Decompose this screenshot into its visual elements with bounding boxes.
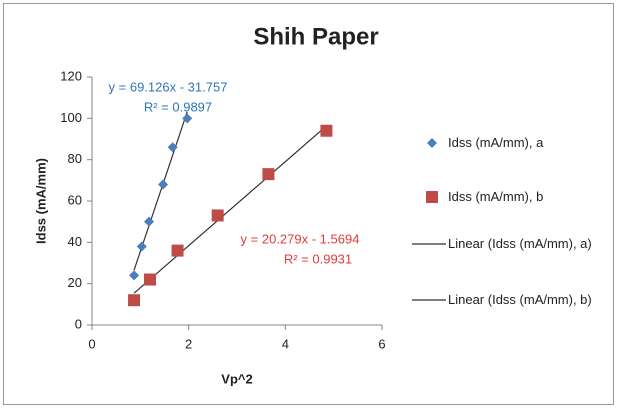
y-tick-label: 60 (68, 192, 82, 207)
x-tick-label: 0 (88, 336, 95, 351)
point (211, 209, 224, 222)
point (167, 142, 178, 153)
legend-label: Linear (Idss (mA/mm), b) (448, 292, 592, 307)
point (320, 124, 333, 137)
legend-marker (426, 191, 438, 203)
chart-border (3, 3, 614, 405)
legend-marker (427, 138, 437, 148)
chart-title: Shih Paper (253, 23, 378, 50)
point (158, 179, 169, 190)
y-tick-label: 100 (60, 110, 82, 125)
trendline-r2: R² = 0.9897 (144, 99, 212, 114)
legend-label: Idss (mA/mm), b (448, 189, 544, 204)
y-tick-label: 0 (75, 316, 82, 331)
y-tick-label: 40 (68, 234, 82, 249)
point (262, 168, 275, 181)
y-tick-label: 120 (60, 68, 82, 83)
x-axis-title: Vp^2 (221, 371, 252, 386)
trendline-equation: y = 20.279x - 1.5694 (241, 231, 360, 246)
point (144, 273, 156, 286)
x-tick-label: 4 (282, 336, 289, 351)
point (129, 270, 140, 281)
y-tick-label: 80 (68, 151, 82, 166)
legend-label: Idss (mA/mm), a (448, 135, 544, 150)
trendline (133, 125, 327, 294)
point (171, 244, 184, 257)
point (182, 113, 193, 124)
legend-label: Linear (Idss (mA/mm), a) (448, 236, 592, 251)
x-tick-label: 6 (378, 336, 385, 351)
y-tick-label: 20 (68, 275, 82, 290)
point (136, 241, 147, 252)
trendline-equation: y = 69.126x - 31.757 (109, 79, 228, 94)
x-tick-label: 2 (185, 336, 192, 351)
y-axis-title: Idss (mA/mm) (33, 158, 48, 244)
trendline-r2: R² = 0.9931 (284, 251, 352, 266)
point (128, 294, 141, 307)
point (144, 216, 155, 227)
